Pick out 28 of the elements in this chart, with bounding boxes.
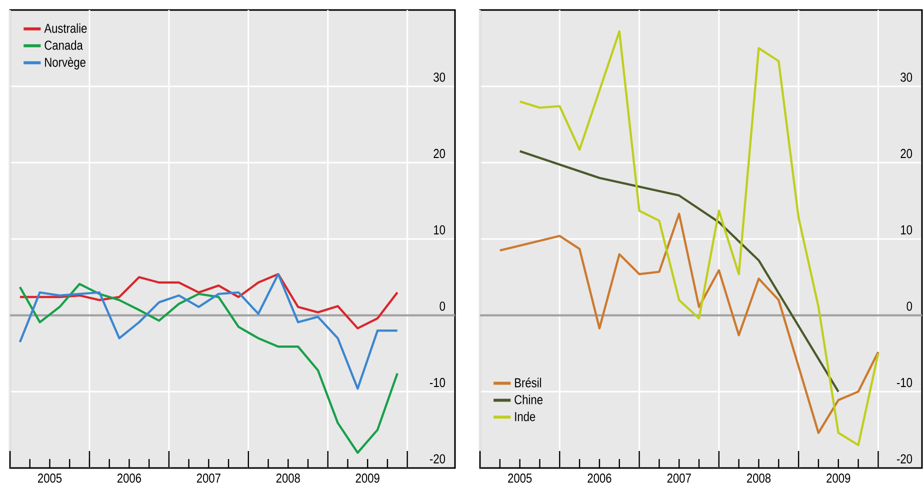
legend-label: Norvège [45,57,86,70]
x-tick-label: 2006 [117,474,142,483]
y-tick-label: -20 [430,454,446,464]
y-tick-label: -10 [430,378,446,388]
x-tick-label: 2006 [588,474,612,483]
y-tick-label: 20 [900,148,912,158]
legend-label: Chine [514,394,542,404]
x-tick-label: 2009 [356,474,380,483]
y-tick-label: 0 [906,302,912,311]
y-tick-label: 0 [440,302,446,311]
legend-label: Australie [44,23,87,33]
y-tick-label: 30 [434,72,446,82]
x-tick-label: 2008 [747,474,771,483]
y-tick-label: -10 [896,378,912,388]
x-tick-label: 2005 [508,474,532,483]
x-tick-label: 2005 [38,474,62,483]
y-tick-label: 10 [901,225,912,234]
y-tick-label: -20 [896,454,912,464]
y-tick-label: 10 [434,225,446,234]
x-tick-label: 2007 [667,474,691,483]
legend-label: Brésil [515,378,541,388]
legend-label: Canada [44,40,83,50]
legend-label: Inde [515,412,536,422]
x-tick-label: 2007 [196,474,220,483]
x-tick-label: 2008 [276,474,300,483]
x-tick-label: 2009 [826,474,850,483]
y-tick-label: 20 [434,148,446,158]
y-tick-label: 30 [900,72,912,82]
